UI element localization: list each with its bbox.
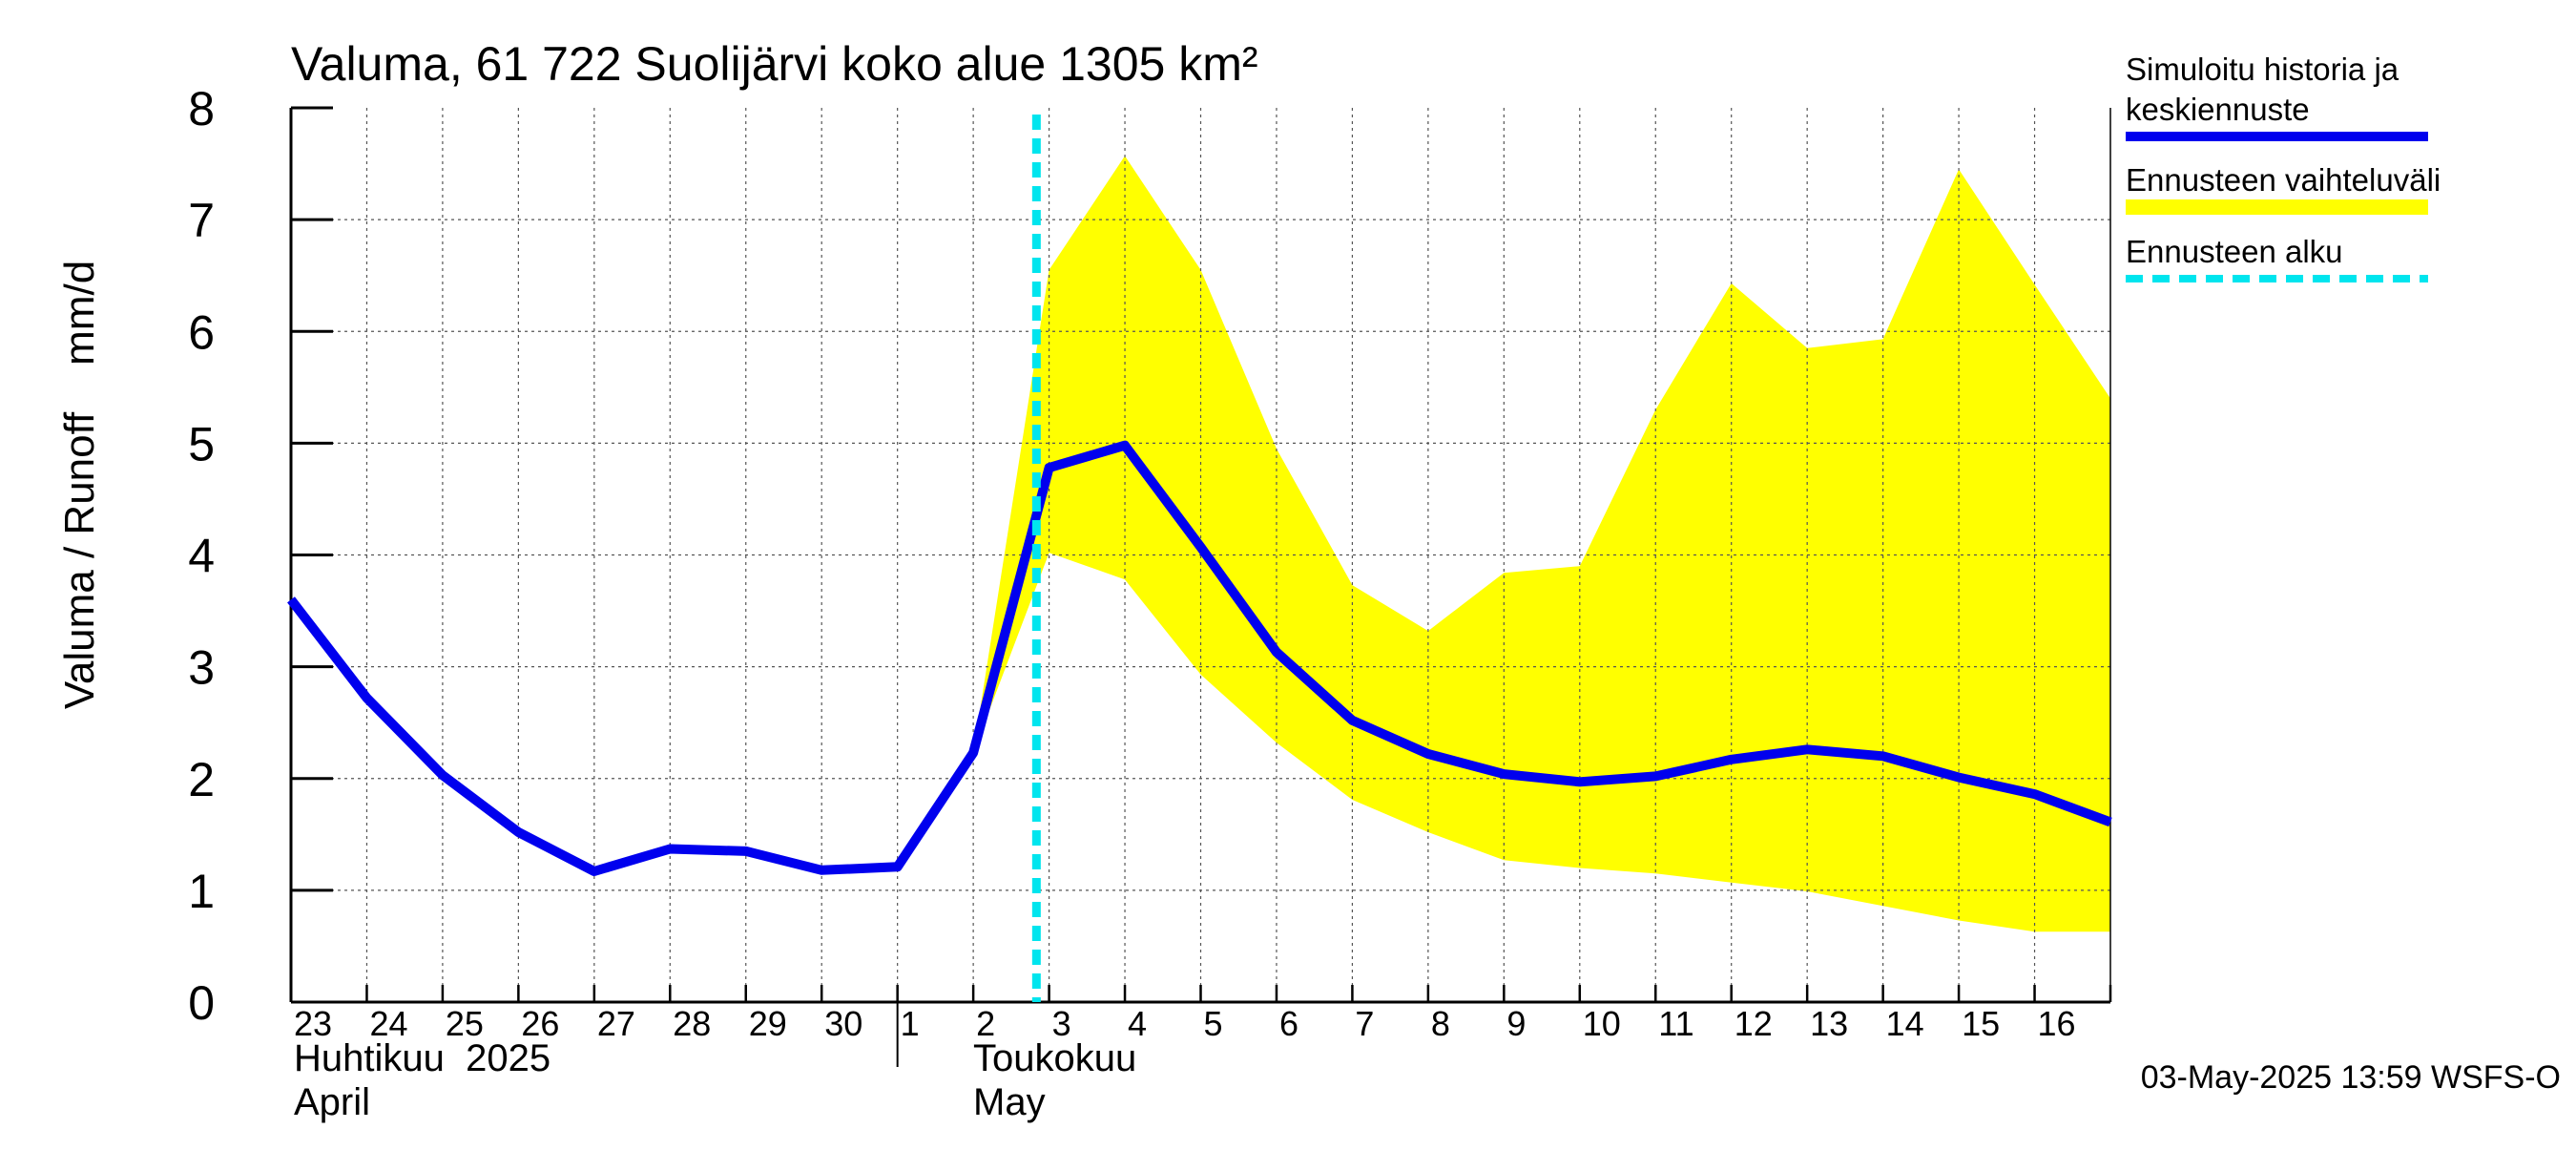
legend-label-simulated-cont: keskiennuste xyxy=(2126,92,2310,127)
x-tick-label: 30 xyxy=(824,1004,862,1043)
x-tick-label: 29 xyxy=(749,1004,787,1043)
chart-title: Valuma, 61 722 Suolijärvi koko alue 1305… xyxy=(291,37,1258,91)
x-tick-label: 6 xyxy=(1279,1004,1298,1043)
x-tick-label: 5 xyxy=(1204,1004,1223,1043)
x-tick-label: 1 xyxy=(901,1004,920,1043)
forecast-range-band-layer xyxy=(973,156,2110,932)
x-tick-label: 12 xyxy=(1735,1004,1773,1043)
month-label-en: May xyxy=(973,1081,1046,1123)
y-tick-label: 8 xyxy=(188,82,215,136)
x-axis-ticks: 23 24 25 26 27 28 29 30 1 2 3 4 5 6 7 8 9 10 11 12 13 14 15 16 xyxy=(289,985,2112,1067)
footer-timestamp: 03-May-2025 13:59 WSFS-O xyxy=(2141,1059,2561,1096)
month-label-may: Toukokuu May xyxy=(973,1037,1136,1123)
x-tick-label: 27 xyxy=(597,1004,635,1043)
month-label-en: April xyxy=(294,1081,370,1123)
x-tick-label: 28 xyxy=(673,1004,711,1043)
x-tick-label: 26 xyxy=(521,1004,559,1043)
x-tick-label: 8 xyxy=(1431,1004,1450,1043)
x-tick-label: 9 xyxy=(1506,1004,1526,1043)
y-tick-label: 0 xyxy=(188,976,215,1030)
y-axis-label: Valuma / Runoff mm/d xyxy=(56,261,103,709)
x-tick-label: 13 xyxy=(1810,1004,1848,1043)
series-layer xyxy=(287,440,2112,876)
legend-label-simulated: Simuloitu historia ja xyxy=(2126,52,2399,87)
y-tick-label: 6 xyxy=(188,305,215,359)
series-line-simulated xyxy=(287,440,2112,876)
y-tick-label: 3 xyxy=(188,641,215,695)
y-tick-label: 7 xyxy=(188,194,215,247)
legend: Simuloitu historia ja keskiennuste Ennus… xyxy=(2126,52,2441,282)
forecast-range-band xyxy=(973,156,2110,932)
x-tick-label: 7 xyxy=(1355,1004,1374,1043)
legend-label-range: Ennusteen vaihteluväli xyxy=(2126,162,2441,198)
month-label-april: Huhtikuu 2025 April xyxy=(294,1037,551,1123)
x-tick-label: 14 xyxy=(1886,1004,1924,1043)
y-tick-label: 5 xyxy=(188,417,215,470)
month-label-fi: Huhtikuu 2025 xyxy=(294,1037,551,1079)
x-tick-label: 23 xyxy=(294,1004,332,1043)
y-tick-label: 1 xyxy=(188,865,215,918)
x-tick-label: 10 xyxy=(1583,1004,1621,1043)
y-axis-ticks: 0 1 2 3 4 5 6 7 8 xyxy=(188,82,333,1030)
legend-label-forecast-start: Ennusteen alku xyxy=(2126,234,2343,269)
month-label-fi: Toukokuu xyxy=(973,1037,1136,1079)
x-tick-label: 16 xyxy=(2038,1004,2076,1043)
x-tick-label: 2 xyxy=(976,1004,995,1043)
x-tick-label: 11 xyxy=(1658,1004,1693,1043)
x-tick-label: 15 xyxy=(1962,1004,2000,1043)
x-tick-label: 24 xyxy=(369,1004,407,1043)
y-tick-label: 4 xyxy=(188,530,215,583)
x-tick-label: 3 xyxy=(1052,1004,1071,1043)
y-tick-label: 2 xyxy=(188,753,215,806)
x-tick-label: 4 xyxy=(1128,1004,1147,1043)
x-tick-label: 25 xyxy=(446,1004,484,1043)
